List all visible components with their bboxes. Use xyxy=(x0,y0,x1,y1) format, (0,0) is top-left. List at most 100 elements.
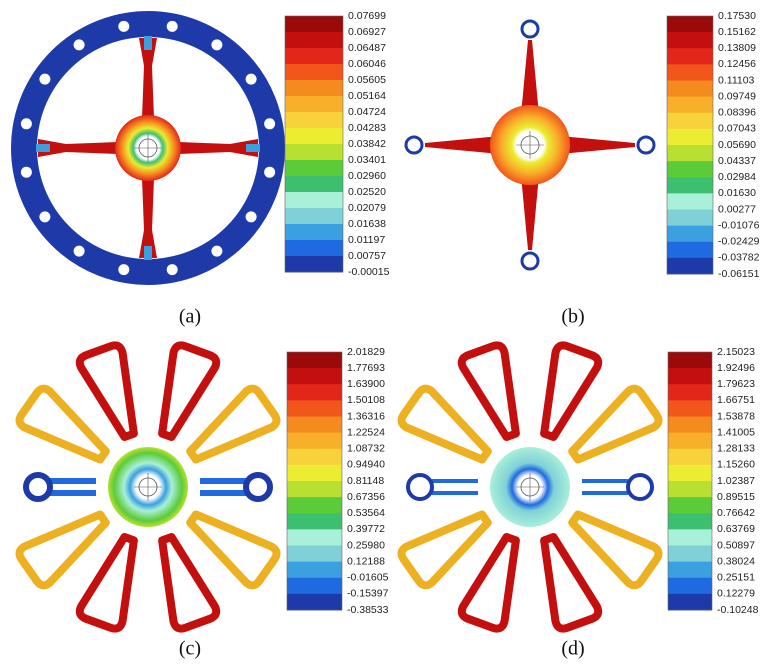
colorbar-label: 1.53878 xyxy=(717,410,755,422)
colorbar-band xyxy=(667,32,713,49)
spoke xyxy=(521,21,539,115)
arm xyxy=(582,475,652,499)
colorbar-band xyxy=(287,546,342,563)
colorbar-band xyxy=(668,449,712,466)
spoke-tip xyxy=(144,246,152,260)
colorbar-label: 0.05164 xyxy=(348,90,386,102)
colorbar-band xyxy=(285,64,343,81)
colorbar-band xyxy=(285,16,343,33)
colorbar-band xyxy=(667,161,713,178)
colorbar-label: 0.76642 xyxy=(717,507,755,519)
colorbar-label: 0.15162 xyxy=(718,26,756,38)
bolt-hole xyxy=(264,167,275,178)
colorbar-label: 0.03842 xyxy=(348,138,386,150)
colorbar-band xyxy=(285,256,343,273)
bolt-hole xyxy=(264,118,275,129)
colorbar-label: 0.02520 xyxy=(348,186,386,198)
colorbar-label: 1.08732 xyxy=(347,443,385,455)
spoke xyxy=(139,36,157,118)
colorbar-band xyxy=(667,81,713,98)
colorbar-band xyxy=(287,417,342,434)
colorbar-band xyxy=(667,97,713,114)
colorbar-label: 0.00757 xyxy=(348,250,386,262)
arm-link xyxy=(432,481,478,493)
colorbar-band xyxy=(285,224,343,241)
colorbar-band xyxy=(285,176,343,193)
colorbar-label: 0.01630 xyxy=(718,187,756,199)
colorbar-label: 0.02984 xyxy=(718,171,756,183)
colorbar-label: 0.08396 xyxy=(718,107,756,119)
colorbar-label: 0.05605 xyxy=(348,74,386,86)
panel: 0.076990.069270.064870.060460.056050.051… xyxy=(179,10,390,328)
colorbar-band xyxy=(285,48,343,65)
colorbar-label: 0.03401 xyxy=(348,154,386,166)
spoke-body xyxy=(521,175,539,250)
arm-link xyxy=(50,481,96,493)
spoke-body xyxy=(425,136,500,154)
colorbar-band xyxy=(287,352,342,369)
colorbar-label: 0.12456 xyxy=(718,58,756,70)
spoke-eye xyxy=(522,21,538,37)
colorbar-band xyxy=(668,352,712,369)
colorbar-label: 0.07043 xyxy=(718,123,756,135)
bolt-hole xyxy=(21,167,32,178)
arm-eye xyxy=(628,475,652,499)
arm-link xyxy=(200,481,246,493)
colorbar-label: 1.79623 xyxy=(717,378,755,390)
colorbar-band xyxy=(668,546,712,563)
panel-caption: (d) xyxy=(561,638,584,660)
colorbar-band xyxy=(287,465,342,482)
colorbar-label: -0.15397 xyxy=(347,588,389,600)
colorbar-band xyxy=(287,449,342,466)
colorbar-band xyxy=(287,562,342,579)
colorbar-label: 0.01197 xyxy=(348,234,385,246)
colorbar-label: 0.06927 xyxy=(348,26,386,38)
colorbar-label: -0.10248 xyxy=(717,604,759,616)
bolt-hole xyxy=(21,118,32,129)
colorbar-label: 0.02960 xyxy=(348,170,386,182)
colorbar-label: 1.77693 xyxy=(347,362,385,374)
colorbar-label: 1.66751 xyxy=(717,394,755,406)
colorbar-band xyxy=(287,529,342,546)
colorbar-label: 0.02079 xyxy=(348,202,386,214)
colorbar-label: 1.28133 xyxy=(717,443,755,455)
panel: 2.150231.924961.796231.667511.538781.410… xyxy=(561,346,758,660)
colorbar-band xyxy=(285,80,343,97)
colorbar-band xyxy=(667,145,713,162)
colorbar-band xyxy=(287,497,342,514)
colorbar-label: 0.05690 xyxy=(718,139,756,151)
panel-caption: (c) xyxy=(179,638,201,660)
colorbar-label: 1.92496 xyxy=(717,362,755,374)
colorbar-band xyxy=(287,594,342,611)
colorbar-label: 2.01829 xyxy=(347,346,385,358)
bolt-hole xyxy=(167,21,178,32)
colorbar-band xyxy=(668,497,712,514)
colorbar-label: 1.36316 xyxy=(347,410,385,422)
bolt-hole xyxy=(167,264,178,275)
colorbar-band xyxy=(667,177,713,194)
bolt-hole xyxy=(118,264,129,275)
spoke-tip xyxy=(36,144,50,152)
colorbar-band xyxy=(668,368,712,385)
spoke xyxy=(406,136,500,154)
colorbar-label: 1.02387 xyxy=(717,475,755,487)
colorbar-band xyxy=(668,417,712,434)
spoke-eye xyxy=(638,137,654,153)
colorbar-band xyxy=(668,529,712,546)
colorbar-band xyxy=(285,128,343,145)
panel-caption: (b) xyxy=(561,306,584,328)
colorbar-label: 0.67356 xyxy=(347,491,385,503)
bolt-hole xyxy=(246,211,257,222)
colorbar-band xyxy=(287,384,342,401)
colorbar-label: 0.53564 xyxy=(347,507,385,519)
colorbar-band xyxy=(287,513,342,530)
colorbar-label: 0.07699 xyxy=(348,10,386,22)
spoke xyxy=(178,139,260,157)
colorbar-label: 0.06487 xyxy=(348,42,386,54)
colorbar-label: -0.06151 xyxy=(718,268,760,280)
colorbar-label: 0.25151 xyxy=(717,572,755,584)
colorbar-label: 0.01638 xyxy=(348,218,386,230)
colorbar-band xyxy=(285,160,343,177)
spoke-tip xyxy=(246,144,260,152)
colorbar-label: 1.41005 xyxy=(717,426,755,438)
